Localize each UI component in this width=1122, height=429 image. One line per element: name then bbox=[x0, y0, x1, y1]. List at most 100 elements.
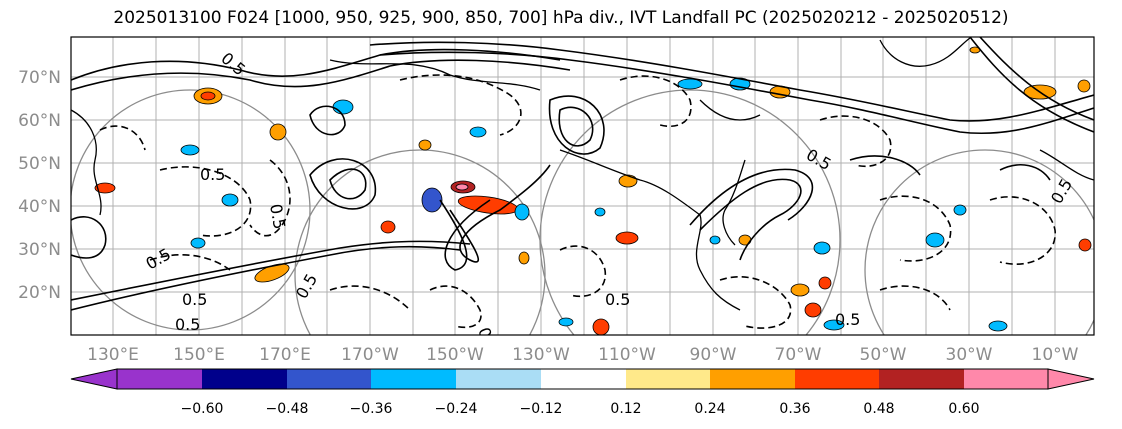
lon-label: 70°W bbox=[775, 345, 822, 365]
blob-orange bbox=[380, 220, 396, 234]
coast-hudson bbox=[699, 99, 761, 121]
blob-blue bbox=[709, 235, 721, 245]
map-frame bbox=[70, 36, 1095, 336]
lat-axis: 70°N 60°N 50°N 40°N 30°N 20°N bbox=[18, 68, 61, 303]
range-circle-america bbox=[539, 89, 841, 335]
blob-orange bbox=[615, 231, 639, 245]
blob-orange bbox=[518, 251, 530, 265]
colorbar-tick-label: 0.36 bbox=[779, 401, 810, 417]
colorbar-bin bbox=[964, 369, 1048, 389]
colorbar-tick-label: −0.36 bbox=[350, 401, 393, 417]
contour-dashed bbox=[249, 159, 291, 237]
colorbar-tick-label: −0.60 bbox=[181, 401, 224, 417]
colorbar-over-arrow bbox=[1047, 368, 1095, 390]
contour-dashed bbox=[619, 75, 692, 127]
contour-trough bbox=[449, 164, 551, 263]
blob-orange bbox=[818, 276, 832, 290]
contour-atlantic bbox=[849, 155, 921, 176]
contour-trough bbox=[439, 199, 491, 271]
contour-dashed bbox=[719, 276, 792, 329]
contour-north bbox=[71, 59, 571, 91]
colorbar-bin bbox=[202, 369, 287, 389]
contour-east bbox=[969, 37, 1094, 133]
contour-atlantic bbox=[999, 164, 1051, 181]
blob-orange bbox=[1078, 238, 1092, 252]
coast-north-america bbox=[559, 149, 741, 311]
colorbar-bin bbox=[456, 369, 541, 389]
coast-asia bbox=[71, 109, 102, 216]
contour-dashed bbox=[399, 74, 522, 136]
blob-blue bbox=[514, 203, 530, 221]
lat-label: 50°N bbox=[18, 154, 61, 174]
blob-orange bbox=[804, 302, 822, 318]
lon-label: 130°W bbox=[512, 345, 570, 365]
blob-blue bbox=[469, 126, 487, 138]
lon-label: 50°W bbox=[860, 345, 907, 365]
blob-blue bbox=[953, 204, 967, 216]
range-circles bbox=[71, 89, 1094, 335]
contour-loop bbox=[558, 106, 594, 147]
blob-blue bbox=[594, 207, 606, 217]
contour-west bbox=[309, 105, 346, 136]
blob-pink-core bbox=[455, 183, 469, 191]
contour-label: 0.5 bbox=[182, 290, 207, 309]
contour-north bbox=[369, 41, 1094, 122]
contour-america bbox=[689, 168, 814, 226]
contour-north bbox=[379, 51, 1094, 135]
blob-blue bbox=[332, 99, 354, 115]
contour-dashed bbox=[989, 196, 1056, 265]
blob-blue bbox=[558, 317, 574, 327]
colorbar-bin bbox=[287, 369, 371, 389]
blob-blue bbox=[823, 319, 845, 331]
contour-label: 0.5 bbox=[175, 315, 200, 334]
colorbar-bin bbox=[879, 369, 964, 389]
lat-label: 20°N bbox=[18, 283, 61, 303]
colorbar-bin bbox=[541, 369, 626, 389]
range-circle-west bbox=[71, 89, 311, 331]
colorbar: −0.60 −0.48 −0.36 −0.24 −0.12 0.12 0.24 … bbox=[70, 368, 1095, 417]
blob-blue bbox=[925, 232, 945, 248]
contour-america bbox=[699, 178, 802, 261]
blob-blue bbox=[221, 193, 239, 207]
contour-jet bbox=[71, 240, 471, 301]
colorbar-frame bbox=[116, 368, 1049, 390]
contour-dashed bbox=[879, 195, 952, 262]
lon-label: 150°E bbox=[173, 345, 225, 365]
lat-label: 30°N bbox=[18, 240, 61, 260]
blob-red bbox=[200, 91, 216, 101]
lon-axis: 130°E 150°E 170°E 170°W 150°W 130°W 110°… bbox=[87, 345, 1079, 365]
range-circle-atlantic bbox=[864, 149, 1094, 335]
colorbar-bin bbox=[117, 369, 202, 389]
contour-dashed bbox=[149, 254, 231, 271]
colorbar-bin bbox=[371, 369, 456, 389]
range-circle-pacific bbox=[294, 149, 546, 335]
colorbar-tick-label: 0.48 bbox=[863, 401, 894, 417]
contour-loop bbox=[548, 95, 605, 155]
dashed-contours bbox=[99, 74, 1056, 329]
lon-label: 130°E bbox=[87, 345, 139, 365]
contour-dashed bbox=[879, 285, 951, 311]
blob-orange bbox=[1077, 79, 1091, 93]
contour-label: 0.5 bbox=[474, 325, 501, 355]
lon-label: 110°W bbox=[598, 345, 656, 365]
contour-dashed bbox=[559, 245, 606, 297]
lon-label: 170°W bbox=[341, 345, 399, 365]
blob-orange bbox=[418, 139, 432, 151]
blob-blue bbox=[677, 78, 703, 90]
contour-dashed bbox=[159, 166, 252, 237]
lat-label: 60°N bbox=[18, 111, 61, 131]
coast-east-us bbox=[722, 159, 746, 246]
lon-label: 150°W bbox=[426, 345, 484, 365]
contour-pacific bbox=[329, 168, 367, 200]
blob-blue bbox=[421, 187, 443, 213]
contour-west bbox=[71, 216, 107, 259]
map-title: 2025013100 F024 [1000, 950, 925, 900, 85… bbox=[113, 8, 1009, 28]
blob-blue bbox=[180, 144, 200, 156]
contour-dashed bbox=[429, 285, 482, 329]
contour-jet bbox=[71, 245, 461, 311]
contour-label: 0.5 bbox=[266, 202, 289, 230]
solid-contours bbox=[71, 37, 1094, 311]
contour-dashed bbox=[819, 115, 892, 167]
contour-dashed bbox=[99, 125, 146, 151]
coast-greenland bbox=[879, 37, 971, 67]
